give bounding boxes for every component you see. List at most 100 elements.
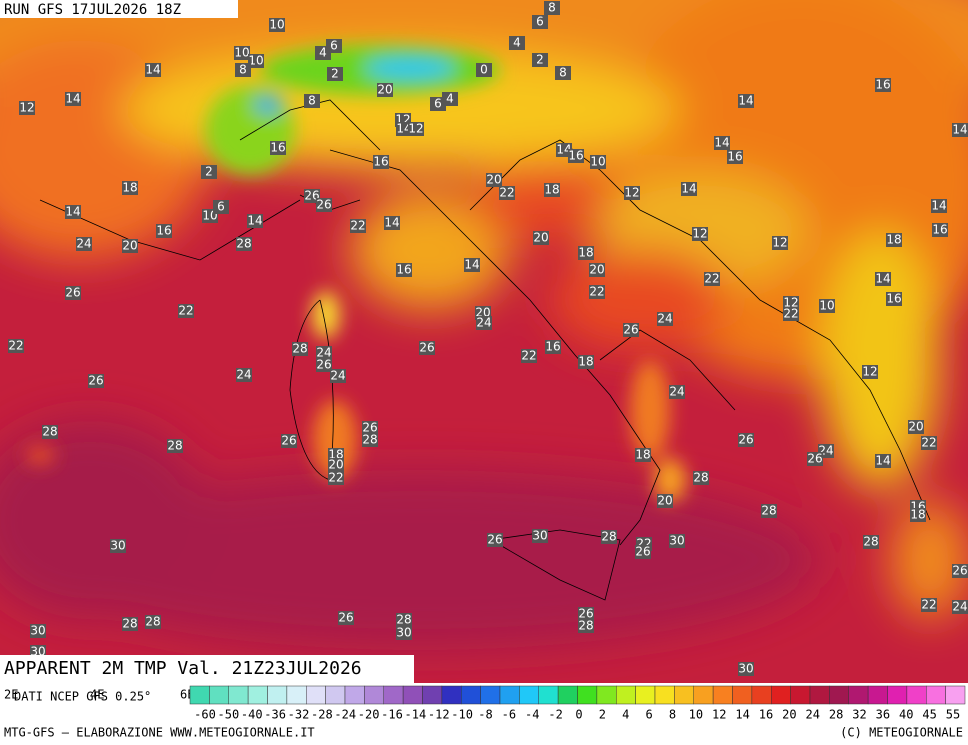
label-box <box>30 624 46 638</box>
label-box <box>738 433 754 447</box>
label-box <box>19 101 35 115</box>
contour-label: 24 <box>669 385 684 399</box>
contour-label: 22 <box>8 339 23 353</box>
label-box <box>578 607 594 621</box>
contour-label: 16 <box>568 149 583 163</box>
label-box <box>65 92 81 106</box>
contour-label: 22 <box>521 349 536 363</box>
colorbar-label: -28 <box>311 708 333 722</box>
colorbar-cell <box>325 685 346 705</box>
contour-label: 22 <box>328 471 343 485</box>
label-box <box>727 150 743 164</box>
colorbar-label: 45 <box>922 708 936 722</box>
colorbar-cell <box>635 685 656 705</box>
colorbar-label: -6 <box>502 708 516 722</box>
colorbar-cell <box>790 685 811 705</box>
label-box <box>362 421 378 435</box>
label-box <box>330 369 346 383</box>
contour-label: 14 <box>875 454 890 468</box>
label-box <box>819 299 835 313</box>
label-box <box>532 53 548 67</box>
colorbar-cell <box>461 685 481 705</box>
contour-label: 14 <box>396 122 411 136</box>
source-label: DATI NCEP GFS 0.25° <box>14 690 151 704</box>
footer-right: (C) METEOGIORNALE <box>840 726 963 740</box>
colorbar-cell <box>906 685 927 705</box>
label-box <box>635 448 651 462</box>
colorbar-label: -12 <box>428 708 450 722</box>
contour-label: 28 <box>601 530 616 544</box>
label-box <box>338 611 354 625</box>
colorbar-label: -16 <box>381 708 403 722</box>
colorbar-label: -32 <box>288 708 310 722</box>
colorbar-cell <box>867 685 888 705</box>
colorbar-cell <box>499 685 520 705</box>
label-box <box>145 615 161 629</box>
contour-label: 24 <box>236 368 251 382</box>
contour-label: 26 <box>952 564 967 578</box>
contour-label: 6 <box>434 97 442 111</box>
label-box <box>875 78 891 92</box>
colorbar-cell <box>209 685 229 705</box>
colorbar-label: 4 <box>622 708 629 722</box>
contour-label: 22 <box>704 272 719 286</box>
contour-label: 26 <box>578 607 593 621</box>
colorbar-label: 10 <box>689 708 703 722</box>
label-box <box>704 272 720 286</box>
colorbar-cell <box>422 685 443 705</box>
label-box <box>281 434 297 448</box>
label-box <box>863 535 879 549</box>
contour-label: 26 <box>635 545 650 559</box>
colorbar-cell <box>926 685 946 705</box>
colorbar-cell <box>480 685 501 705</box>
label-box <box>396 613 412 627</box>
contour-label: 14 <box>952 123 967 137</box>
colorbar-cell <box>402 685 423 705</box>
colorbar-cell <box>189 685 210 705</box>
contour-label: 18 <box>578 355 593 369</box>
label-box <box>328 471 344 485</box>
label-box <box>635 545 651 559</box>
label-box <box>156 224 172 238</box>
colorbar-cell <box>809 685 830 705</box>
label-box <box>931 199 947 213</box>
label-box <box>862 365 878 379</box>
label-box <box>952 123 968 137</box>
label-box <box>384 216 400 230</box>
colorbar-cell <box>751 685 772 705</box>
contour-label: 28 <box>396 613 411 627</box>
label-box <box>589 285 605 299</box>
contour-label: 22 <box>589 285 604 299</box>
colorbar: -60 -50 -40 -36 -32 -28 -24 -20 -16 -14 -12 -10 -8 -6… <box>189 685 966 722</box>
contour-label: 14 <box>875 272 890 286</box>
contour-label: 12 <box>408 122 423 136</box>
label-box <box>327 67 343 81</box>
colorbar-cell <box>267 685 288 705</box>
contour-label: 12 <box>692 227 707 241</box>
title-box <box>0 655 414 683</box>
contour-label: 28 <box>693 471 708 485</box>
contour-label: 24 <box>76 237 91 251</box>
contour-label: 10 <box>269 18 284 32</box>
contour-label: 20 <box>377 83 392 97</box>
label-box <box>408 122 424 136</box>
contour-label: 22 <box>178 304 193 318</box>
label-box <box>328 458 344 472</box>
contour-label: 14 <box>464 258 479 272</box>
contour-label: 20 <box>533 231 548 245</box>
label-box <box>886 292 902 306</box>
colorbar-cell <box>383 685 404 705</box>
contour-label: 14 <box>247 214 262 228</box>
label-box <box>292 342 308 356</box>
contour-label: 4 <box>446 92 454 106</box>
colorbar-label: 14 <box>735 708 749 722</box>
label-box <box>235 63 251 77</box>
contour-label: 24 <box>657 312 672 326</box>
colorbar-cell <box>306 685 326 705</box>
colorbar-label: -60 <box>194 708 216 722</box>
label-box <box>875 454 891 468</box>
colorbar-label: 8 <box>669 708 676 722</box>
contour-label: 22 <box>499 186 514 200</box>
contour-label: 24 <box>952 600 967 614</box>
